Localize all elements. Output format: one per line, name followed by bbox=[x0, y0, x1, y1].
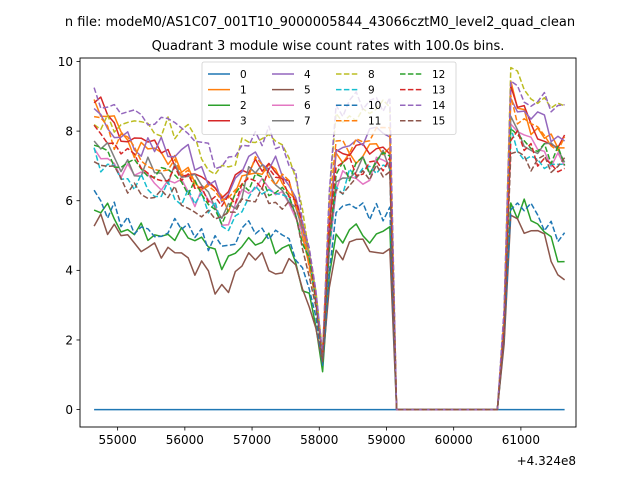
legend-label-5: 5 bbox=[304, 84, 311, 96]
x-tick-label: 61000 bbox=[502, 433, 540, 447]
x-tick-label: 56000 bbox=[166, 433, 204, 447]
legend-label-1: 1 bbox=[240, 84, 247, 96]
x-tick-label: 57000 bbox=[233, 433, 271, 447]
series-line-14 bbox=[93, 80, 565, 411]
legend-label-11: 11 bbox=[368, 116, 381, 128]
legend-label-6: 6 bbox=[304, 100, 311, 112]
y-tick-label: 8 bbox=[65, 124, 73, 138]
x-tick-label: 55000 bbox=[99, 433, 137, 447]
legend-label-10: 10 bbox=[368, 100, 381, 112]
legend-label-0: 0 bbox=[240, 69, 247, 81]
legend-label-8: 8 bbox=[368, 69, 375, 81]
x-offset-label: +4.324e8 bbox=[517, 454, 576, 468]
legend-label-13: 13 bbox=[432, 84, 445, 96]
y-tick-label: 0 bbox=[65, 403, 73, 417]
legend-label-14: 14 bbox=[432, 100, 446, 112]
legend-label-9: 9 bbox=[368, 84, 375, 96]
figure-suptitle: n file: modeM0/AS1C07_001T10_9000005844_… bbox=[65, 15, 575, 30]
legend-label-2: 2 bbox=[240, 100, 247, 112]
legend-label-12: 12 bbox=[432, 69, 445, 81]
axes-frame bbox=[79, 57, 577, 428]
x-tick-label: 58000 bbox=[300, 433, 338, 447]
y-tick-label: 2 bbox=[65, 333, 73, 347]
y-tick-label: 6 bbox=[65, 194, 73, 208]
legend-label-3: 3 bbox=[240, 116, 247, 128]
series-line-15 bbox=[93, 150, 566, 411]
axis-ticks: 55000 56000 57000 58000 59000 60000 61000 0 2 4 6 8… bbox=[58, 55, 540, 447]
legend-label-15: 15 bbox=[432, 116, 445, 128]
x-tick-label: 59000 bbox=[367, 433, 405, 447]
legend-label-4: 4 bbox=[304, 69, 311, 81]
chart-title: Quadrant 3 module wise count rates with … bbox=[152, 39, 505, 54]
plot-lines bbox=[93, 66, 566, 411]
x-tick-label: 60000 bbox=[435, 433, 473, 447]
legend-box bbox=[201, 61, 457, 135]
y-tick-label: 4 bbox=[65, 264, 73, 278]
y-tick-label: 10 bbox=[58, 55, 73, 69]
legend-label-7: 7 bbox=[304, 116, 311, 128]
